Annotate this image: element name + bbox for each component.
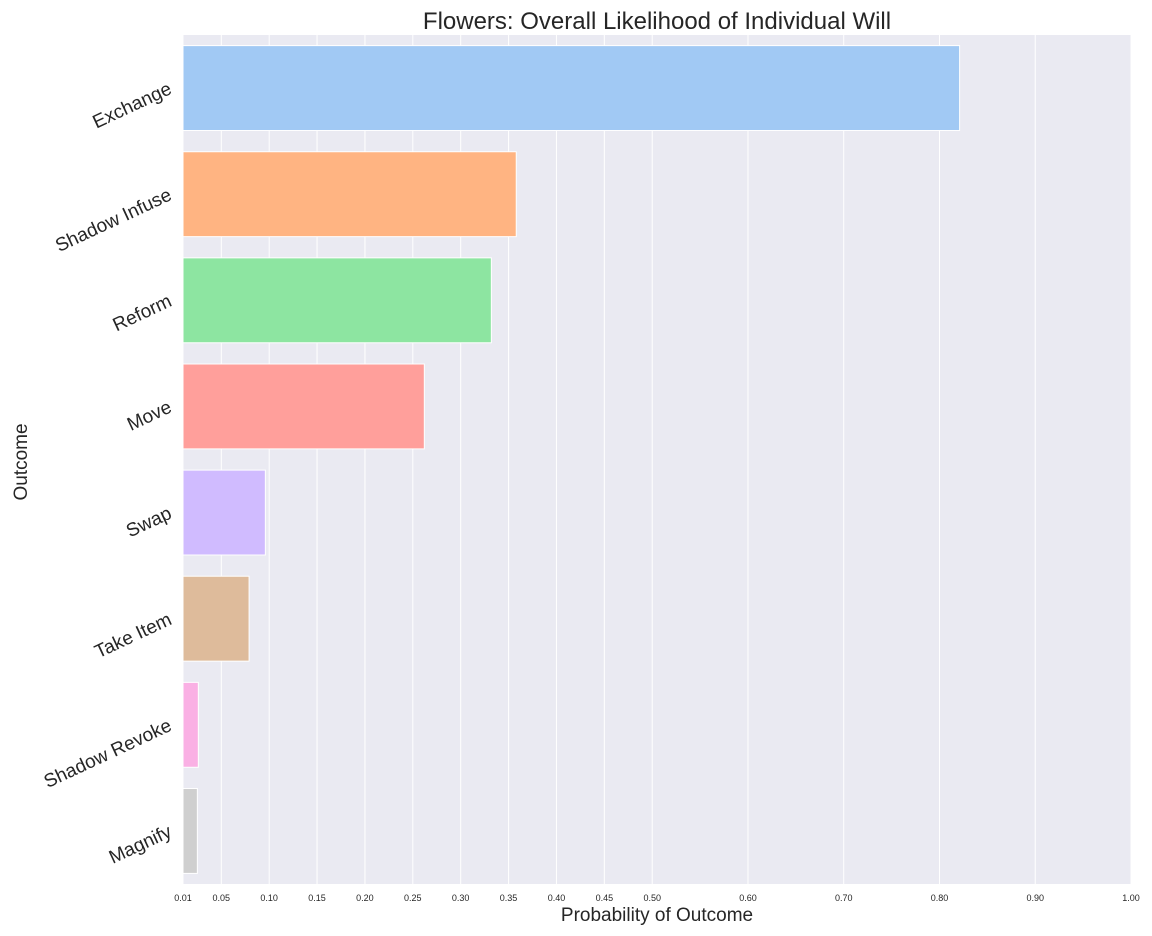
x-tick-label: 0.40 <box>548 893 566 903</box>
y-tick-label: Exchange <box>90 79 175 134</box>
y-tick-labels: Exchange Shadow Infuse Reform Move Swap Take … <box>41 79 176 869</box>
x-tick-label: 0.45 <box>596 893 614 903</box>
y-tick-label: Shadow Infuse <box>52 185 175 257</box>
y-tick-label: Magnify <box>106 821 176 868</box>
x-tick-label: 0.60 <box>739 893 757 903</box>
bar-take-item <box>182 575 250 662</box>
x-tick-label: 0.20 <box>356 893 374 903</box>
x-axis-label: Probability of Outcome <box>561 905 753 926</box>
x-tick-label: 0.35 <box>500 893 518 903</box>
x-tick-label: 1.00 <box>1122 893 1140 903</box>
y-tick-label: Swap <box>123 503 175 542</box>
bar-magnify <box>182 787 198 874</box>
x-tick-label: 0.90 <box>1026 893 1044 903</box>
chart-title: Flowers: Overall Likelihood of Individua… <box>423 8 891 35</box>
bar-move <box>182 363 425 450</box>
x-tick-label: 0.01 <box>174 893 192 903</box>
x-tick-label: 0.80 <box>931 893 949 903</box>
x-tick-label: 0.25 <box>404 893 422 903</box>
x-tick-label: 0.15 <box>308 893 326 903</box>
x-tick-label: 0.10 <box>260 893 278 903</box>
x-tick-labels: 0.01 0.05 0.10 0.15 0.20 0.25 0.30 0.35 0.40 0.45… <box>174 893 1140 903</box>
x-tick-label: 0.50 <box>643 893 661 903</box>
y-tick-label: Move <box>124 397 175 436</box>
bar-reform <box>182 257 492 344</box>
bar-swap <box>182 469 266 556</box>
bars <box>182 45 961 874</box>
y-tick-label: Shadow Revoke <box>41 715 175 793</box>
x-tick-label: 0.05 <box>213 893 231 903</box>
bar-shadow-revoke <box>182 681 199 768</box>
bar-shadow-infuse <box>182 151 517 238</box>
y-axis-label: Outcome <box>11 423 32 500</box>
x-tick-label: 0.30 <box>452 893 470 903</box>
x-tick-label: 0.70 <box>835 893 853 903</box>
bar-exchange <box>182 45 961 132</box>
y-tick-label: Take Item <box>92 609 176 663</box>
y-tick-label: Reform <box>110 291 175 336</box>
